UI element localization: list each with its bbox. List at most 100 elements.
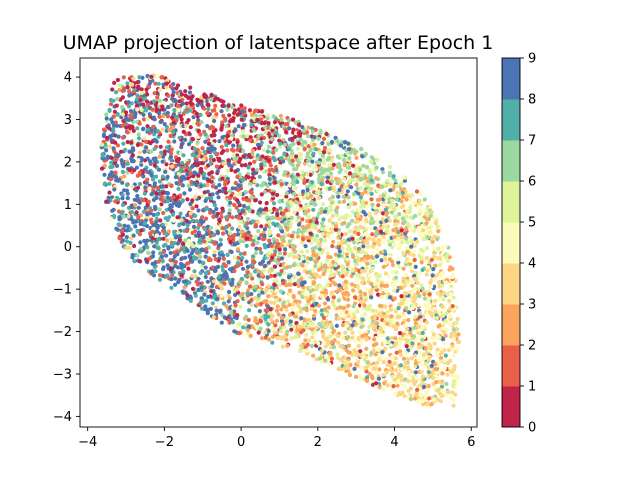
scatter-point: [227, 189, 232, 194]
scatter-point: [329, 322, 334, 327]
scatter-point: [334, 209, 339, 214]
scatter-point: [241, 325, 246, 330]
scatter-point: [279, 193, 284, 198]
scatter-point: [260, 290, 265, 295]
scatter-point: [217, 156, 222, 161]
scatter-point: [209, 154, 214, 159]
scatter-point: [192, 170, 197, 175]
scatter-point: [408, 235, 413, 240]
scatter-point: [352, 295, 358, 300]
scatter-point: [126, 224, 131, 229]
scatter-point: [301, 139, 307, 144]
scatter-point: [203, 198, 208, 203]
scatter-point: [361, 220, 366, 225]
scatter-point: [264, 223, 269, 228]
scatter-point: [172, 108, 177, 113]
scatter-point: [389, 202, 395, 208]
scatter-point: [228, 200, 233, 205]
scatter-point: [344, 323, 349, 328]
scatter-point: [359, 250, 364, 255]
scatter-point: [150, 229, 155, 234]
scatter-point: [364, 266, 369, 271]
scatter-point: [203, 274, 208, 280]
scatter-point: [373, 211, 378, 216]
scatter-point: [299, 249, 304, 255]
scatter-point: [352, 192, 357, 197]
scatter-point: [253, 284, 258, 289]
scatter-point: [365, 360, 370, 365]
scatter-point: [393, 336, 398, 341]
scatter-point: [259, 117, 264, 122]
scatter-point: [144, 180, 149, 185]
scatter-point: [296, 324, 302, 329]
scatter-point: [149, 208, 154, 213]
scatter-point: [129, 101, 134, 106]
scatter-point: [332, 203, 337, 208]
scatter-point: [320, 175, 325, 180]
scatter-point: [146, 251, 151, 256]
scatter-point: [331, 162, 336, 167]
scatter-point: [127, 245, 132, 250]
scatter-point: [345, 262, 350, 267]
scatter-point: [202, 292, 207, 297]
scatter-point: [383, 207, 388, 212]
scatter-point: [115, 112, 120, 117]
scatter-point: [311, 216, 316, 221]
scatter-point: [406, 317, 411, 323]
scatter-point: [159, 254, 165, 259]
scatter-point: [195, 121, 200, 126]
scatter-point: [272, 158, 277, 163]
scatter-point: [347, 222, 352, 227]
scatter-point: [141, 126, 146, 131]
scatter-point: [445, 258, 450, 263]
scatter-point: [451, 337, 457, 342]
scatter-point: [330, 244, 335, 249]
scatter-point: [364, 217, 369, 222]
scatter-point: [182, 176, 187, 181]
scatter-point: [164, 162, 169, 167]
scatter-point: [329, 175, 334, 180]
scatter-point: [412, 287, 417, 292]
scatter-point: [224, 179, 229, 184]
scatter-point: [185, 197, 190, 202]
scatter-point: [333, 266, 338, 271]
scatter-point: [102, 163, 107, 168]
scatter-point: [311, 249, 316, 254]
scatter-point: [151, 222, 156, 228]
scatter-point: [345, 297, 351, 302]
scatter-point: [259, 224, 264, 229]
scatter-point: [343, 279, 348, 284]
scatter-point: [246, 324, 251, 329]
scatter-point: [226, 260, 231, 265]
scatter-point: [198, 132, 203, 137]
scatter-point: [447, 298, 452, 303]
scatter-point: [123, 110, 129, 115]
scatter-point: [120, 112, 125, 117]
scatter-point: [181, 129, 186, 134]
scatter-point: [270, 314, 275, 319]
scatter-point: [230, 186, 235, 191]
scatter-point: [373, 285, 378, 290]
scatter-point: [247, 185, 252, 190]
scatter-point: [196, 287, 201, 293]
scatter-point: [238, 304, 243, 309]
scatter-point: [117, 87, 122, 93]
scatter-point: [213, 257, 218, 262]
scatter-point: [297, 290, 302, 295]
scatter-point: [432, 341, 437, 346]
scatter-point: [454, 321, 459, 326]
scatter-point: [245, 216, 251, 222]
scatter-point: [258, 319, 264, 324]
scatter-point: [130, 252, 135, 258]
scatter-point: [181, 221, 186, 226]
scatter-point: [227, 208, 232, 213]
scatter-point: [233, 303, 238, 308]
scatter-point: [433, 273, 438, 278]
scatter-point: [259, 140, 264, 145]
scatter-point: [124, 235, 129, 240]
scatter-point: [262, 264, 267, 269]
scatter-point: [160, 127, 165, 132]
scatter-point: [390, 198, 395, 203]
scatter-point: [150, 236, 155, 241]
scatter-point: [256, 298, 261, 303]
